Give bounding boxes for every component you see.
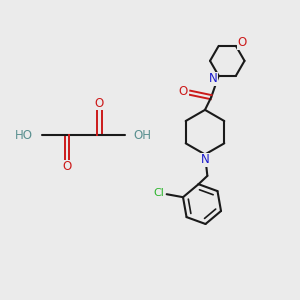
Text: N: N — [209, 72, 218, 85]
Text: N: N — [201, 153, 209, 166]
Text: Cl: Cl — [153, 188, 164, 198]
Text: O: O — [95, 97, 104, 110]
Text: O: O — [62, 160, 71, 173]
Text: HO: HO — [15, 129, 33, 142]
Text: O: O — [238, 36, 247, 50]
Text: OH: OH — [134, 129, 152, 142]
Text: O: O — [179, 85, 188, 98]
